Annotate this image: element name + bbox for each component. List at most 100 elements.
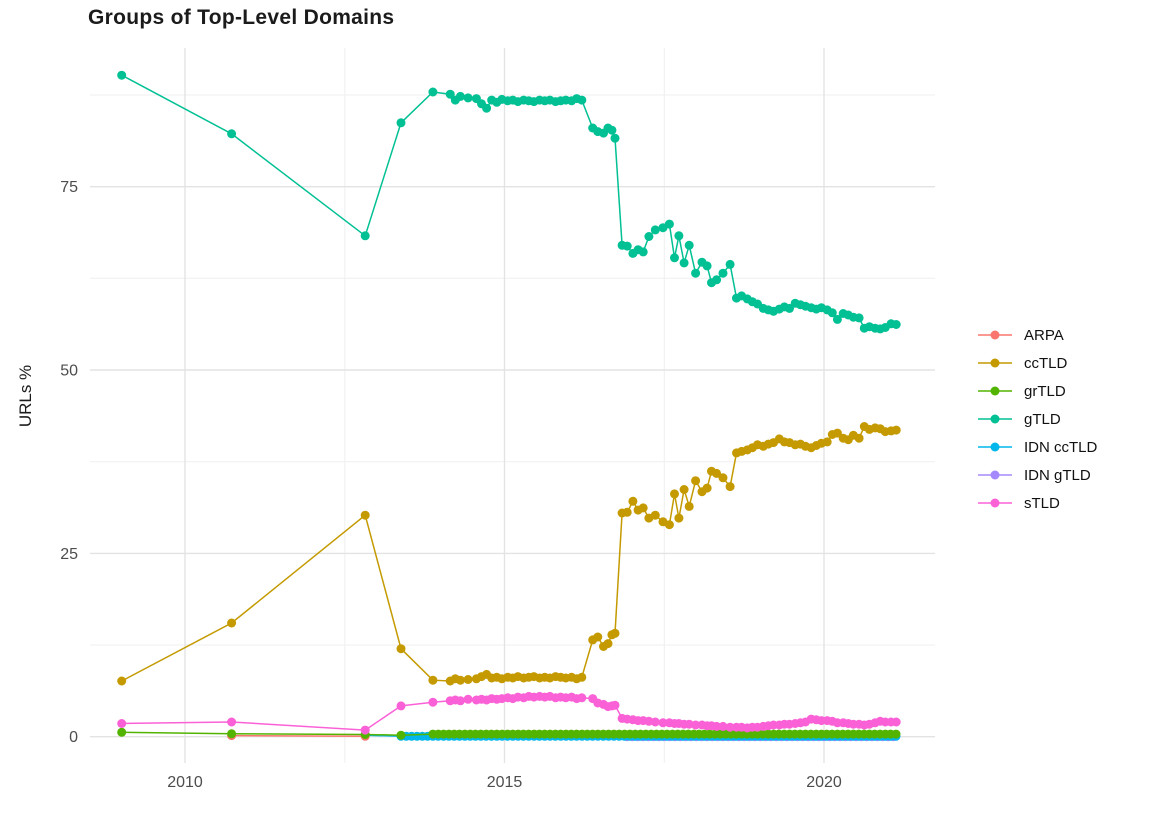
series-line-gtld <box>121 74 897 330</box>
data-point-gtld <box>644 232 654 241</box>
data-point-grtld <box>227 729 237 739</box>
data-point-stld <box>650 717 660 727</box>
x-tick-label: 2010 <box>167 774 203 791</box>
data-point-cctld <box>832 428 842 438</box>
legend-key-idn-gtld <box>978 470 1012 480</box>
data-point-cctld <box>428 675 438 685</box>
legend-key-dot <box>990 330 1000 340</box>
data-point-cctld <box>227 618 237 628</box>
legend-label-cctld: ccTLD <box>1024 354 1068 372</box>
data-point-gtld <box>117 70 127 80</box>
legend-item-gtld: gTLD <box>978 410 1097 428</box>
data-point-cctld <box>622 507 632 517</box>
data-point-cctld <box>679 485 689 494</box>
data-point-stld <box>428 697 438 707</box>
legend-key-dot <box>990 498 1000 508</box>
x-tick-label: 2020 <box>806 774 842 791</box>
legend-key-dot <box>990 358 1000 368</box>
data-point-grtld <box>396 730 406 740</box>
data-point-gtld <box>832 314 842 324</box>
legend-item-arpa: ARPA <box>978 326 1097 344</box>
legend-key-dot <box>990 442 1000 452</box>
data-point-gtld <box>638 247 648 257</box>
data-point-gtld <box>664 219 674 229</box>
data-point-cctld <box>603 639 613 649</box>
data-point-cctld <box>610 628 620 638</box>
data-point-gtld <box>445 89 455 99</box>
data-point-stld <box>691 720 701 730</box>
data-point-gtld <box>360 231 370 241</box>
data-point-grtld <box>891 729 901 739</box>
legend-key-grtld <box>978 386 1012 396</box>
series-arpa <box>227 731 370 741</box>
data-point-gtld <box>827 308 837 318</box>
data-point-grtld <box>117 727 127 737</box>
data-point-cctld <box>117 676 127 686</box>
data-point-stld <box>725 722 735 732</box>
data-point-cctld <box>674 513 684 523</box>
chart-title: Groups of Top-Level Domains <box>88 6 395 29</box>
data-point-gtld <box>650 225 660 235</box>
data-point-gtld <box>396 118 406 128</box>
legend-label-stld: sTLD <box>1024 494 1060 512</box>
data-point-gtld <box>428 87 438 97</box>
data-point-cctld <box>718 473 728 483</box>
data-point-cctld <box>691 476 701 486</box>
data-point-stld <box>360 725 370 735</box>
legend-label-grtld: grTLD <box>1024 382 1066 400</box>
legend-item-idn-cctld: IDN ccTLD <box>978 438 1097 456</box>
data-point-gtld <box>891 320 901 329</box>
data-point-gtld <box>674 231 684 241</box>
data-point-cctld <box>712 468 722 478</box>
data-point-gtld <box>455 91 465 101</box>
legend-label-idn-cctld: IDN ccTLD <box>1024 438 1098 456</box>
data-point-cctld <box>684 501 694 511</box>
data-point-stld <box>463 694 473 704</box>
legend-item-cctld: ccTLD <box>978 354 1097 372</box>
data-point-gtld <box>577 95 587 105</box>
data-point-stld <box>117 719 127 728</box>
data-point-cctld <box>455 675 465 685</box>
data-point-stld <box>455 696 465 706</box>
data-point-cctld <box>891 425 901 435</box>
data-point-cctld <box>822 437 832 447</box>
data-point-gtld <box>725 259 735 269</box>
data-point-stld <box>712 721 722 731</box>
y-tick-label: 25 <box>60 546 78 563</box>
data-point-gtld <box>691 268 701 278</box>
data-point-stld <box>610 700 620 710</box>
legend-label-idn-gtld: IDN gTLD <box>1024 466 1091 484</box>
gridlines <box>90 48 935 763</box>
data-point-stld <box>577 693 587 703</box>
data-point-cctld <box>854 433 864 443</box>
legend-key-gtld <box>978 414 1012 424</box>
data-point-stld <box>396 701 406 711</box>
data-point-gtld <box>712 275 722 285</box>
data-point-cctld <box>463 675 473 684</box>
data-point-stld <box>227 717 237 727</box>
data-point-cctld <box>725 482 735 492</box>
legend-label-gtld: gTLD <box>1024 410 1061 428</box>
legend: ARPA ccTLD grTLD gTLD IDN ccTLD IDN gTLD sTLD <box>978 326 1097 512</box>
data-point-cctld <box>702 483 712 493</box>
data-point-gtld <box>622 241 632 251</box>
y-tick-label: 0 <box>69 729 78 746</box>
data-point-gtld <box>670 253 679 263</box>
data-point-gtld <box>227 129 237 139</box>
y-tick-label: 50 <box>60 363 78 380</box>
series-stld <box>117 691 901 735</box>
y-tick-label: 75 <box>60 179 78 196</box>
data-point-cctld <box>628 496 638 506</box>
data-point-cctld <box>638 503 648 513</box>
data-point-cctld <box>650 510 660 520</box>
x-tick-label: 2015 <box>487 774 523 791</box>
data-point-cctld <box>396 644 406 654</box>
series-line-arpa <box>231 734 366 738</box>
legend-key-idn-cctld <box>978 442 1012 452</box>
data-point-gtld <box>684 240 694 250</box>
data-point-gtld <box>463 93 473 103</box>
legend-key-dot <box>990 386 1000 396</box>
data-point-gtld <box>679 258 689 268</box>
data-point-cctld <box>577 672 587 682</box>
